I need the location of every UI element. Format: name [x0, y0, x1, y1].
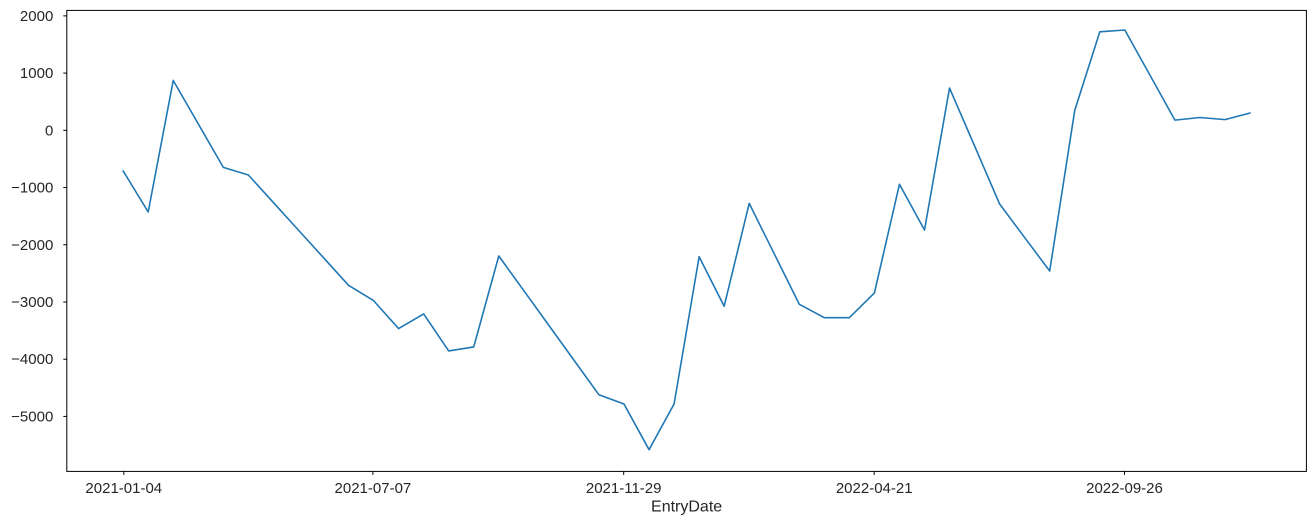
- svg-text:2021-11-29: 2021-11-29: [586, 480, 662, 497]
- svg-text:−1000: −1000: [11, 180, 53, 197]
- svg-text:−2000: −2000: [11, 237, 53, 254]
- svg-text:2021-01-04: 2021-01-04: [85, 480, 162, 497]
- svg-text:−3000: −3000: [11, 294, 53, 311]
- svg-text:1000: 1000: [20, 65, 53, 82]
- svg-text:−5000: −5000: [11, 408, 53, 425]
- svg-text:0: 0: [45, 122, 53, 139]
- svg-text:EntryDate: EntryDate: [651, 498, 722, 515]
- svg-text:2000: 2000: [20, 8, 53, 25]
- svg-text:2022-09-26: 2022-09-26: [1086, 480, 1163, 497]
- svg-text:2021-07-07: 2021-07-07: [335, 480, 412, 497]
- svg-text:2022-04-21: 2022-04-21: [836, 480, 913, 497]
- svg-text:−4000: −4000: [11, 351, 53, 368]
